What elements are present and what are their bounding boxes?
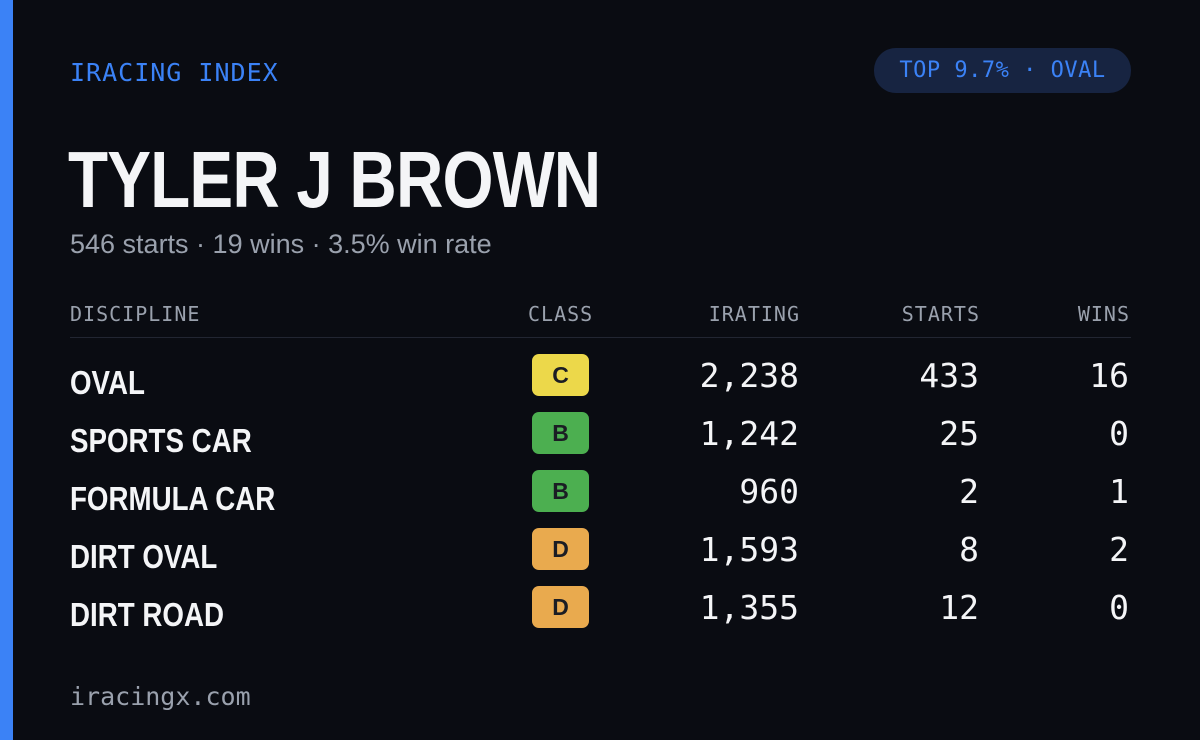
row-wins: 2 xyxy=(1109,530,1129,569)
row-starts: 12 xyxy=(939,588,979,627)
header-discipline: DISCIPLINE xyxy=(70,302,201,326)
row-starts: 433 xyxy=(919,356,979,395)
row-wins: 1 xyxy=(1109,472,1129,511)
brand-title: IRACING INDEX xyxy=(70,58,279,87)
row-discipline: DIRT ROAD xyxy=(70,596,224,633)
footer-url[interactable]: iracingx.com xyxy=(70,682,251,711)
class-badge: D xyxy=(532,528,589,570)
row-discipline: FORMULA CAR xyxy=(70,480,276,517)
table-row: DIRT OVAL D 1,593 8 2 xyxy=(0,528,1200,586)
table-row: DIRT ROAD D 1,355 12 0 xyxy=(0,586,1200,644)
driver-name: TYLER J BROWN xyxy=(68,135,601,224)
row-wins: 16 xyxy=(1089,356,1129,395)
row-irating: 2,238 xyxy=(699,356,799,395)
header-irating: IRATING xyxy=(708,302,800,326)
class-badge: D xyxy=(532,586,589,628)
table-row: FORMULA CAR B 960 2 1 xyxy=(0,470,1200,528)
row-starts: 8 xyxy=(959,530,979,569)
row-irating: 1,593 xyxy=(699,530,799,569)
table-row: SPORTS CAR B 1,242 25 0 xyxy=(0,412,1200,470)
row-irating: 1,242 xyxy=(699,414,799,453)
row-discipline: SPORTS CAR xyxy=(70,422,252,459)
class-badge: C xyxy=(532,354,589,396)
row-discipline: OVAL xyxy=(70,364,145,401)
header-wins: WINS xyxy=(1077,302,1130,326)
header-divider xyxy=(70,337,1131,338)
header-starts: STARTS xyxy=(901,302,980,326)
row-starts: 25 xyxy=(939,414,979,453)
class-badge: B xyxy=(532,470,589,512)
class-badge: B xyxy=(532,412,589,454)
row-irating: 1,355 xyxy=(699,588,799,627)
driver-summary: 546 starts · 19 wins · 3.5% win rate xyxy=(70,229,492,259)
table-row: OVAL C 2,238 433 16 xyxy=(0,354,1200,412)
accent-bar xyxy=(0,0,13,740)
header-class: CLASS xyxy=(528,302,594,326)
row-wins: 0 xyxy=(1109,414,1129,453)
row-irating: 960 xyxy=(739,472,799,511)
rank-badge: TOP 9.7% · OVAL xyxy=(874,48,1131,93)
row-discipline: DIRT OVAL xyxy=(70,538,218,575)
row-wins: 0 xyxy=(1109,588,1129,627)
row-starts: 2 xyxy=(959,472,979,511)
